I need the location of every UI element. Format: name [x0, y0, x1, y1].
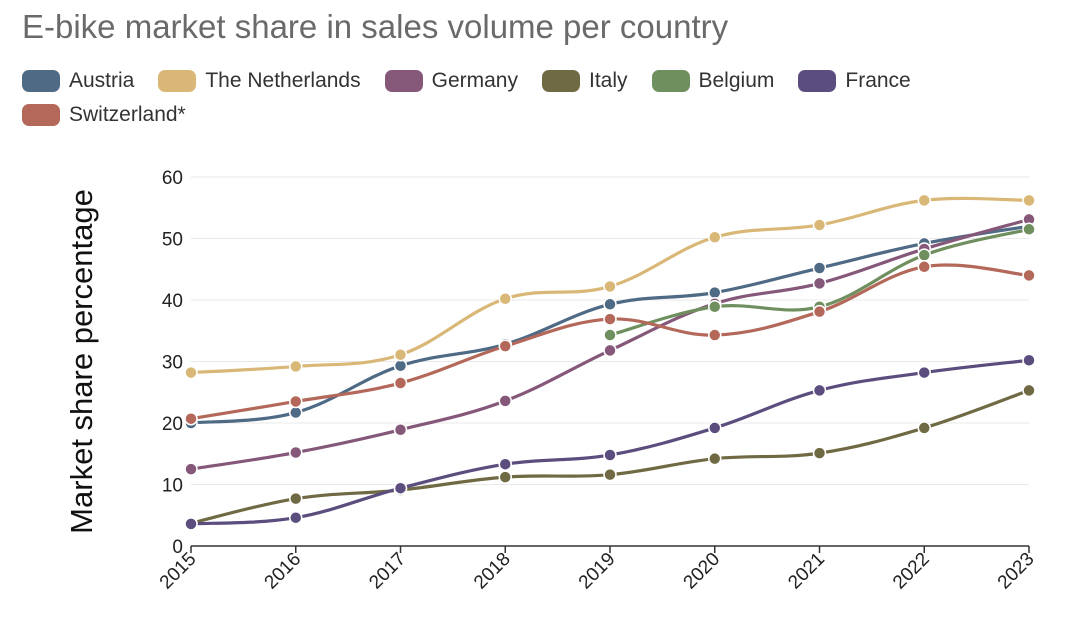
data-point-switzerland[interactable] — [1022, 268, 1036, 283]
legend-label: France — [845, 69, 911, 92]
y-tick-label: 0 — [172, 537, 183, 558]
y-tick-label: 30 — [162, 353, 183, 374]
data-point-belgium[interactable] — [917, 248, 931, 262]
legend-label: Belgium — [698, 69, 775, 92]
legend-item-italy[interactable]: Italy — [541, 68, 628, 94]
data-point-france[interactable] — [1022, 353, 1036, 368]
legend-item-belgium[interactable]: Belgium — [651, 68, 775, 94]
data-point-germany[interactable] — [498, 394, 512, 408]
data-point-switzerland[interactable] — [812, 304, 827, 319]
legend-item-germany[interactable]: Germany — [384, 68, 518, 94]
data-point-germany[interactable] — [184, 462, 198, 476]
legend-swatch — [22, 70, 60, 92]
data-point-germany[interactable] — [393, 423, 408, 437]
data-point-italy[interactable] — [917, 421, 931, 435]
x-axis: 2015 2016 2017 2018 2019 2020 2021 2022 2023 — [156, 545, 1039, 594]
legend-label: The Netherlands — [205, 69, 361, 92]
data-point-switzerland[interactable] — [603, 312, 617, 326]
legend-swatch — [158, 70, 197, 92]
legend-swatch — [651, 70, 690, 92]
legend-swatch — [541, 70, 580, 92]
data-point-france[interactable] — [184, 517, 198, 531]
data-point-the-netherlands[interactable] — [393, 347, 408, 362]
legend-label: Germany — [431, 69, 518, 92]
legend-item-france[interactable]: France — [798, 68, 911, 94]
data-point-france[interactable] — [289, 510, 303, 525]
legend-swatch — [22, 104, 60, 126]
data-point-switzerland[interactable] — [184, 411, 198, 426]
data-point-switzerland[interactable] — [708, 328, 722, 342]
data-point-italy[interactable] — [1022, 383, 1036, 398]
legend-item-switzerland[interactable]: Switzerland* — [22, 102, 186, 128]
gridlines — [191, 176, 1029, 485]
x-tick-label: 2020 — [680, 549, 725, 594]
data-point-france[interactable] — [393, 481, 408, 495]
x-tick-label: 2023 — [994, 549, 1039, 594]
data-point-france[interactable] — [917, 365, 931, 380]
legend-swatch — [798, 70, 837, 92]
legend: Austria The Netherlands Germany Italy Belgiu… — [22, 68, 1022, 128]
data-point-france[interactable] — [812, 383, 827, 398]
series-line-france — [189, 358, 1031, 526]
data-point-the-netherlands[interactable] — [1022, 193, 1036, 208]
data-point-the-netherlands[interactable] — [498, 292, 512, 306]
data-point-germany[interactable] — [603, 343, 617, 358]
data-point-the-netherlands[interactable] — [289, 359, 303, 374]
data-point-switzerland[interactable] — [917, 260, 931, 274]
data-point-austria[interactable] — [289, 405, 303, 420]
data-point-austria[interactable] — [393, 359, 408, 373]
data-point-italy[interactable] — [289, 491, 303, 506]
x-tick-label: 2018 — [470, 549, 515, 594]
legend-label: Italy — [588, 69, 628, 92]
data-point-switzerland[interactable] — [498, 339, 512, 353]
x-tick-label: 2021 — [784, 549, 829, 594]
legend-item-the-netherlands[interactable]: The Netherlands — [158, 68, 361, 94]
x-tick-label: 2017 — [365, 549, 410, 594]
data-point-france[interactable] — [498, 457, 512, 471]
x-tick-label: 2019 — [575, 549, 620, 594]
y-tick-label: 40 — [162, 291, 183, 312]
data-point-belgium[interactable] — [603, 328, 617, 342]
data-point-italy[interactable] — [708, 451, 722, 466]
data-point-france[interactable] — [603, 448, 617, 462]
legend-item-austria[interactable]: Austria — [22, 68, 134, 94]
x-tick-label: 2022 — [889, 549, 934, 594]
data-point-france[interactable] — [708, 421, 722, 435]
data-point-germany[interactable] — [289, 445, 303, 460]
data-point-italy[interactable] — [498, 470, 512, 484]
y-tick-label: 10 — [162, 476, 183, 497]
data-point-austria[interactable] — [812, 261, 827, 275]
data-point-the-netherlands[interactable] — [184, 365, 198, 380]
legend-label: Switzerland* — [69, 103, 186, 126]
y-tick-label: 20 — [162, 414, 183, 435]
data-point-austria[interactable] — [603, 297, 617, 312]
data-point-the-netherlands[interactable] — [603, 279, 617, 294]
data-point-austria[interactable] — [708, 285, 722, 300]
data-point-the-netherlands[interactable] — [917, 193, 931, 208]
data-point-italy[interactable] — [603, 467, 617, 482]
x-tick-label: 2015 — [156, 549, 201, 594]
y-axis-ticks: 0 10 20 30 40 50 60 — [162, 168, 183, 558]
data-point-switzerland[interactable] — [289, 394, 303, 409]
legend-swatch — [384, 70, 423, 92]
y-tick-label: 60 — [162, 168, 183, 189]
chart-title: E-bike market share in sales volume per … — [22, 8, 729, 45]
data-point-germany[interactable] — [812, 276, 827, 291]
data-point-the-netherlands[interactable] — [812, 218, 827, 232]
legend-label: Austria — [69, 69, 135, 92]
y-axis-title: Market share percentage — [64, 189, 99, 534]
data-point-the-netherlands[interactable] — [708, 230, 722, 245]
series-points — [184, 193, 1036, 531]
data-point-switzerland[interactable] — [393, 376, 408, 390]
data-point-belgium[interactable] — [1022, 222, 1036, 237]
x-tick-label: 2016 — [261, 549, 306, 594]
data-point-italy[interactable] — [812, 446, 827, 460]
data-point-belgium[interactable] — [708, 300, 722, 314]
y-tick-label: 50 — [162, 230, 183, 251]
